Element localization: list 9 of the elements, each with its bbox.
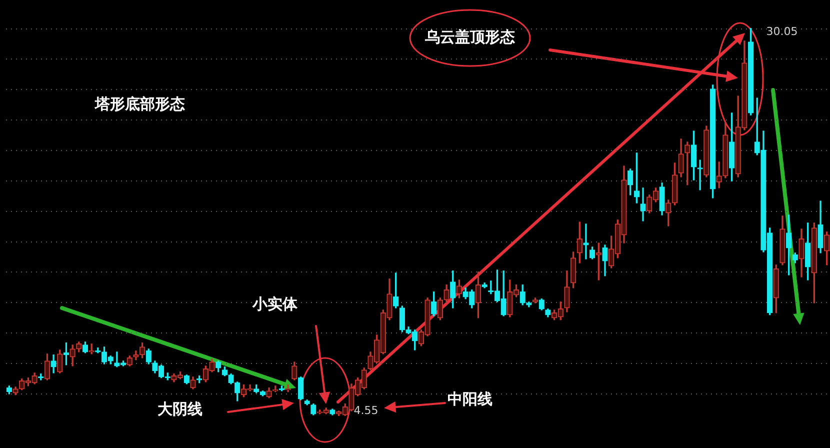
candlestick (640, 188, 646, 222)
annotation: 乌云盖顶形态 (424, 28, 515, 46)
annotation: 大阴线 (158, 400, 202, 418)
annotation: 中阳线 (448, 390, 492, 408)
annotation: 小实体 (252, 294, 298, 313)
candlestick (583, 224, 589, 260)
annotation: 塔形底部形态 (94, 94, 185, 113)
annotation: 4.55 (354, 404, 378, 417)
annotation: 30.05 (766, 24, 798, 38)
